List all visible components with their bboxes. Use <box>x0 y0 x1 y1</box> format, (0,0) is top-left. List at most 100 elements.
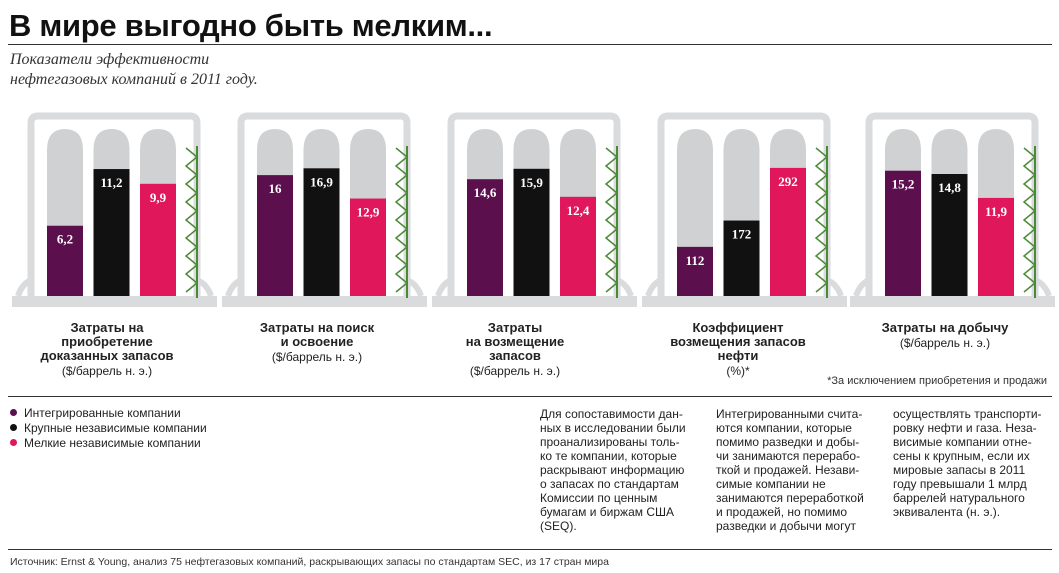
bar-large <box>303 168 340 296</box>
frame-foot-right <box>405 277 424 298</box>
legend-label: Интегрированные компании <box>24 405 181 420</box>
text-column-2: Интегрированными счита- ются компании, к… <box>716 407 864 533</box>
chart-unit: ($/баррель н. э.) <box>469 364 561 378</box>
bar-value-label: 9,9 <box>150 190 167 205</box>
tank-dome <box>257 129 293 150</box>
chart-unit: (%)* <box>726 364 750 378</box>
frame-foot-left <box>15 277 33 298</box>
tank-dome <box>513 129 550 150</box>
chart-unit: ($/баррель н. э.) <box>61 364 153 378</box>
bar-small <box>978 197 1014 296</box>
frame-foot-left <box>853 277 871 298</box>
frame-foot-right <box>1033 277 1052 298</box>
bar-small <box>770 167 806 296</box>
frame-foot-left <box>435 277 453 298</box>
ladder <box>394 147 409 293</box>
legend-label: Мелкие независимые компании <box>24 435 201 450</box>
frame-pipe <box>865 112 1039 296</box>
chart-unit: ($/баррель н. э.) <box>271 350 363 364</box>
chart-title-2: Затраты на поиск и освоение ($/баррель н. … <box>217 320 417 365</box>
source-divider <box>8 549 1052 550</box>
frame-foot-left <box>645 277 663 298</box>
bar-value-label: 16 <box>269 181 283 196</box>
chart-title-line: Затраты на добычу <box>881 320 1009 335</box>
legend-item-integrated: Интегрированные компании <box>10 405 207 420</box>
title-divider <box>8 44 1052 45</box>
chart-panel-3: 14,6 15,9 12,4 <box>432 112 637 307</box>
legend-label: Крупные независимые компании <box>24 420 207 435</box>
bar-value-label: 12,4 <box>567 203 590 218</box>
chart-title-line: Коэффициент <box>692 320 784 335</box>
tank-dome <box>723 129 760 150</box>
legend-divider <box>8 396 1052 397</box>
chart-title-line: Затраты на <box>70 320 144 335</box>
chart-title-line: возмещения запасов <box>670 334 806 349</box>
chart-title-line: Затраты на поиск <box>259 320 375 335</box>
bar-value-label: 15,2 <box>892 177 915 192</box>
frame-pipe <box>657 112 831 296</box>
bar-value-label: 6,2 <box>57 232 73 247</box>
tank-dome <box>885 129 921 150</box>
bar-integrated <box>47 225 83 296</box>
tank-dome <box>677 129 713 150</box>
chart-panel-5: 15,2 14,8 11,9 <box>850 112 1055 307</box>
legend: Интегрированные компании Крупные независ… <box>10 405 207 450</box>
text-column-3: осуществлять транспорти- ровку нефти и г… <box>893 407 1042 519</box>
source-note: Источник: Ernst & Young, анализ 75 нефте… <box>10 556 609 568</box>
bar-value-label: 15,9 <box>520 175 543 190</box>
ladder <box>184 147 199 293</box>
chart-title-1: Затраты на приобретение доказанных запасов… <box>7 320 207 379</box>
page-subtitle: Показатели эффективности нефтегазовых ко… <box>10 51 258 88</box>
bar-integrated <box>467 179 503 296</box>
platform-base <box>850 296 1055 307</box>
platform-base <box>642 296 847 307</box>
platform-base <box>432 296 637 307</box>
platform-base <box>12 296 217 307</box>
chart-title-line: приобретение <box>61 334 153 349</box>
chart-title-line: на возмещение <box>465 334 565 349</box>
text-column-1: Для сопоставимости дан- ных в исследован… <box>540 407 686 533</box>
chart-unit: ($/баррель н. э.) <box>899 336 991 350</box>
tank-dome <box>467 129 503 150</box>
bar-value-label: 112 <box>686 253 705 268</box>
chart-panel-1: 6,2 11,2 9,9 <box>12 112 217 307</box>
ladder <box>1022 147 1037 293</box>
bar-integrated <box>677 246 713 296</box>
chart-title-line: доказанных запасов <box>40 348 174 363</box>
tank-dome <box>931 129 968 150</box>
tank-dome <box>47 129 83 150</box>
frame-foot-right <box>615 277 634 298</box>
bar-value-label: 16,9 <box>310 174 333 189</box>
bar-large <box>723 220 760 296</box>
chart-panel-2: 16 16,9 12,9 <box>222 112 427 307</box>
bar-value-label: 11,2 <box>100 175 122 190</box>
frame-foot-left <box>225 277 243 298</box>
chart-title-line: нефти <box>717 348 759 363</box>
tank-dome <box>770 129 806 150</box>
bar-integrated <box>257 175 293 296</box>
bar-value-label: 14,8 <box>938 180 961 195</box>
bar-small <box>350 198 386 296</box>
platform-base <box>222 296 427 307</box>
frame-pipe <box>237 112 411 296</box>
footnote: *За исключением приобретения и продажи <box>827 375 1047 387</box>
bar-small <box>560 196 596 296</box>
frame-pipe <box>447 112 621 296</box>
tank-dome <box>978 129 1014 150</box>
bar-large <box>513 168 550 296</box>
frame-pipe <box>27 112 201 296</box>
chart-title-3: Затраты на возмещение запасов ($/баррель н.… <box>415 320 615 379</box>
frame-foot-right <box>195 277 214 298</box>
charts-area: 6,2 11,2 9,9 16 16,9 12,9 14,6 15,9 12,4 112 172 29… <box>12 112 1055 307</box>
bar-value-label: 12,9 <box>357 205 380 220</box>
legend-item-small: Мелкие независимые компании <box>10 435 207 450</box>
chart-title-line: Затраты <box>487 320 543 335</box>
bar-integrated <box>885 170 921 296</box>
chart-title-5: Затраты на добычу ($/баррель н. э.) <box>845 320 1045 351</box>
bar-large <box>931 174 968 296</box>
bar-large <box>93 169 130 296</box>
bar-value-label: 292 <box>778 174 798 189</box>
legend-dot-large <box>10 424 17 431</box>
tank-dome <box>560 129 596 150</box>
tank-dome <box>350 129 386 150</box>
